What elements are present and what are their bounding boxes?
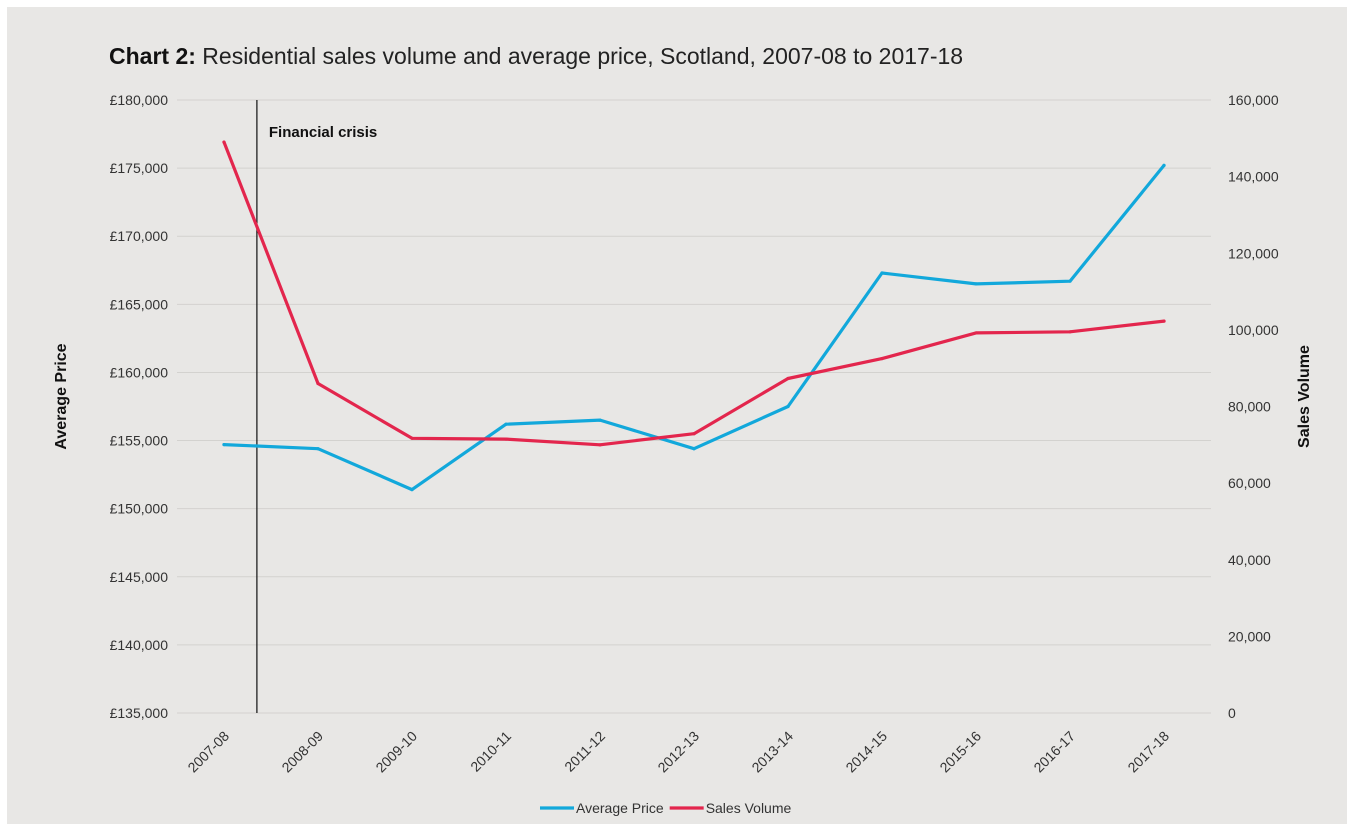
y-left-tick-label: £140,000: [110, 637, 169, 653]
sales-volume-point: [410, 436, 414, 440]
chart-panel: Chart 2: Residential sales volume and av…: [7, 7, 1347, 824]
y-right-tick-label: 160,000: [1228, 92, 1279, 108]
sales-volume-point: [1068, 330, 1072, 334]
x-tick-label: 2014-15: [842, 728, 890, 776]
average-price-point: [316, 447, 320, 451]
average-price-point: [880, 271, 884, 275]
x-tick-label: 2012-13: [654, 728, 702, 776]
y-left-tick-label: £170,000: [110, 228, 169, 244]
sales-volume-point: [880, 357, 884, 361]
y-axis-right-title: Sales Volume: [1296, 345, 1313, 448]
y-left-tick-label: £150,000: [110, 501, 169, 517]
financial-crisis-annotation: Financial crisis: [256, 100, 377, 713]
y-left-tick-label: £160,000: [110, 364, 169, 380]
average-price-point: [598, 418, 602, 422]
legend: Average Price Sales Volume: [540, 800, 792, 816]
x-tick-label: 2009-10: [372, 728, 420, 776]
chart-title-text: Residential sales volume and average pri…: [202, 43, 964, 69]
x-tick-label: 2017-18: [1124, 728, 1172, 776]
average-price-point: [1068, 279, 1072, 283]
y-right-tick-label: 140,000: [1228, 169, 1279, 185]
series-lines: [222, 140, 1166, 492]
left-axis: £135,000 £140,000 £145,000 £150,000 £155,000…: [110, 92, 169, 721]
sales-volume-line: [222, 140, 1166, 447]
right-axis: 0 20,000 40,000 60,000 80,000 100,000 120,000 1…: [1228, 92, 1279, 721]
average-price-point: [504, 422, 508, 426]
y-right-tick-label: 0: [1228, 705, 1236, 721]
y-left-tick-label: £135,000: [110, 705, 169, 721]
y-left-tick-label: £180,000: [110, 92, 169, 108]
y-left-tick-label: £175,000: [110, 160, 169, 176]
average-price-point: [786, 404, 790, 409]
sales-volume-point: [316, 381, 320, 386]
legend-label-sales-volume: Sales Volume: [706, 800, 792, 816]
average-price-point: [222, 443, 226, 447]
sales-volume-point: [974, 331, 978, 335]
sales-volume-point: [692, 432, 696, 436]
chart-title: Chart 2: Residential sales volume and av…: [109, 43, 963, 70]
y-right-tick-label: 20,000: [1228, 628, 1271, 644]
y-right-tick-label: 60,000: [1228, 475, 1271, 491]
x-axis: 2007-08 2008-09 2009-10 2010-11 2011-12 2012-…: [184, 728, 1172, 776]
x-tick-label: 2007-08: [184, 728, 232, 776]
financial-crisis-label: Financial crisis: [269, 124, 377, 141]
average-price-point: [1162, 163, 1166, 167]
average-price-point: [692, 447, 696, 451]
x-tick-label: 2011-12: [561, 728, 608, 775]
y-right-tick-label: 80,000: [1228, 399, 1271, 415]
sales-volume-point: [222, 140, 226, 144]
legend-label-average-price: Average Price: [576, 800, 664, 816]
y-right-tick-label: 100,000: [1228, 322, 1279, 338]
x-tick-label: 2016-17: [1030, 728, 1078, 776]
y-right-tick-label: 40,000: [1228, 552, 1271, 568]
y-left-tick-label: £145,000: [110, 569, 169, 585]
x-tick-label: 2015-16: [936, 728, 984, 776]
sales-volume-point: [598, 443, 602, 447]
average-price-point: [410, 487, 414, 492]
sales-volume-point: [504, 437, 508, 441]
gridlines: [177, 99, 1211, 714]
sales-volume-point: [786, 376, 790, 381]
y-left-tick-label: £165,000: [110, 296, 169, 312]
average-price-point: [974, 282, 978, 286]
y-left-tick-label: £155,000: [110, 433, 169, 449]
x-tick-label: 2013-14: [748, 728, 796, 776]
y-axis-left-title: Average Price: [53, 343, 70, 449]
sales-volume-point: [1162, 319, 1166, 323]
chart-title-prefix: Chart 2:: [109, 43, 196, 69]
x-tick-label: 2010-11: [467, 728, 514, 775]
y-right-tick-label: 120,000: [1228, 245, 1279, 261]
x-tick-label: 2008-09: [278, 728, 326, 776]
